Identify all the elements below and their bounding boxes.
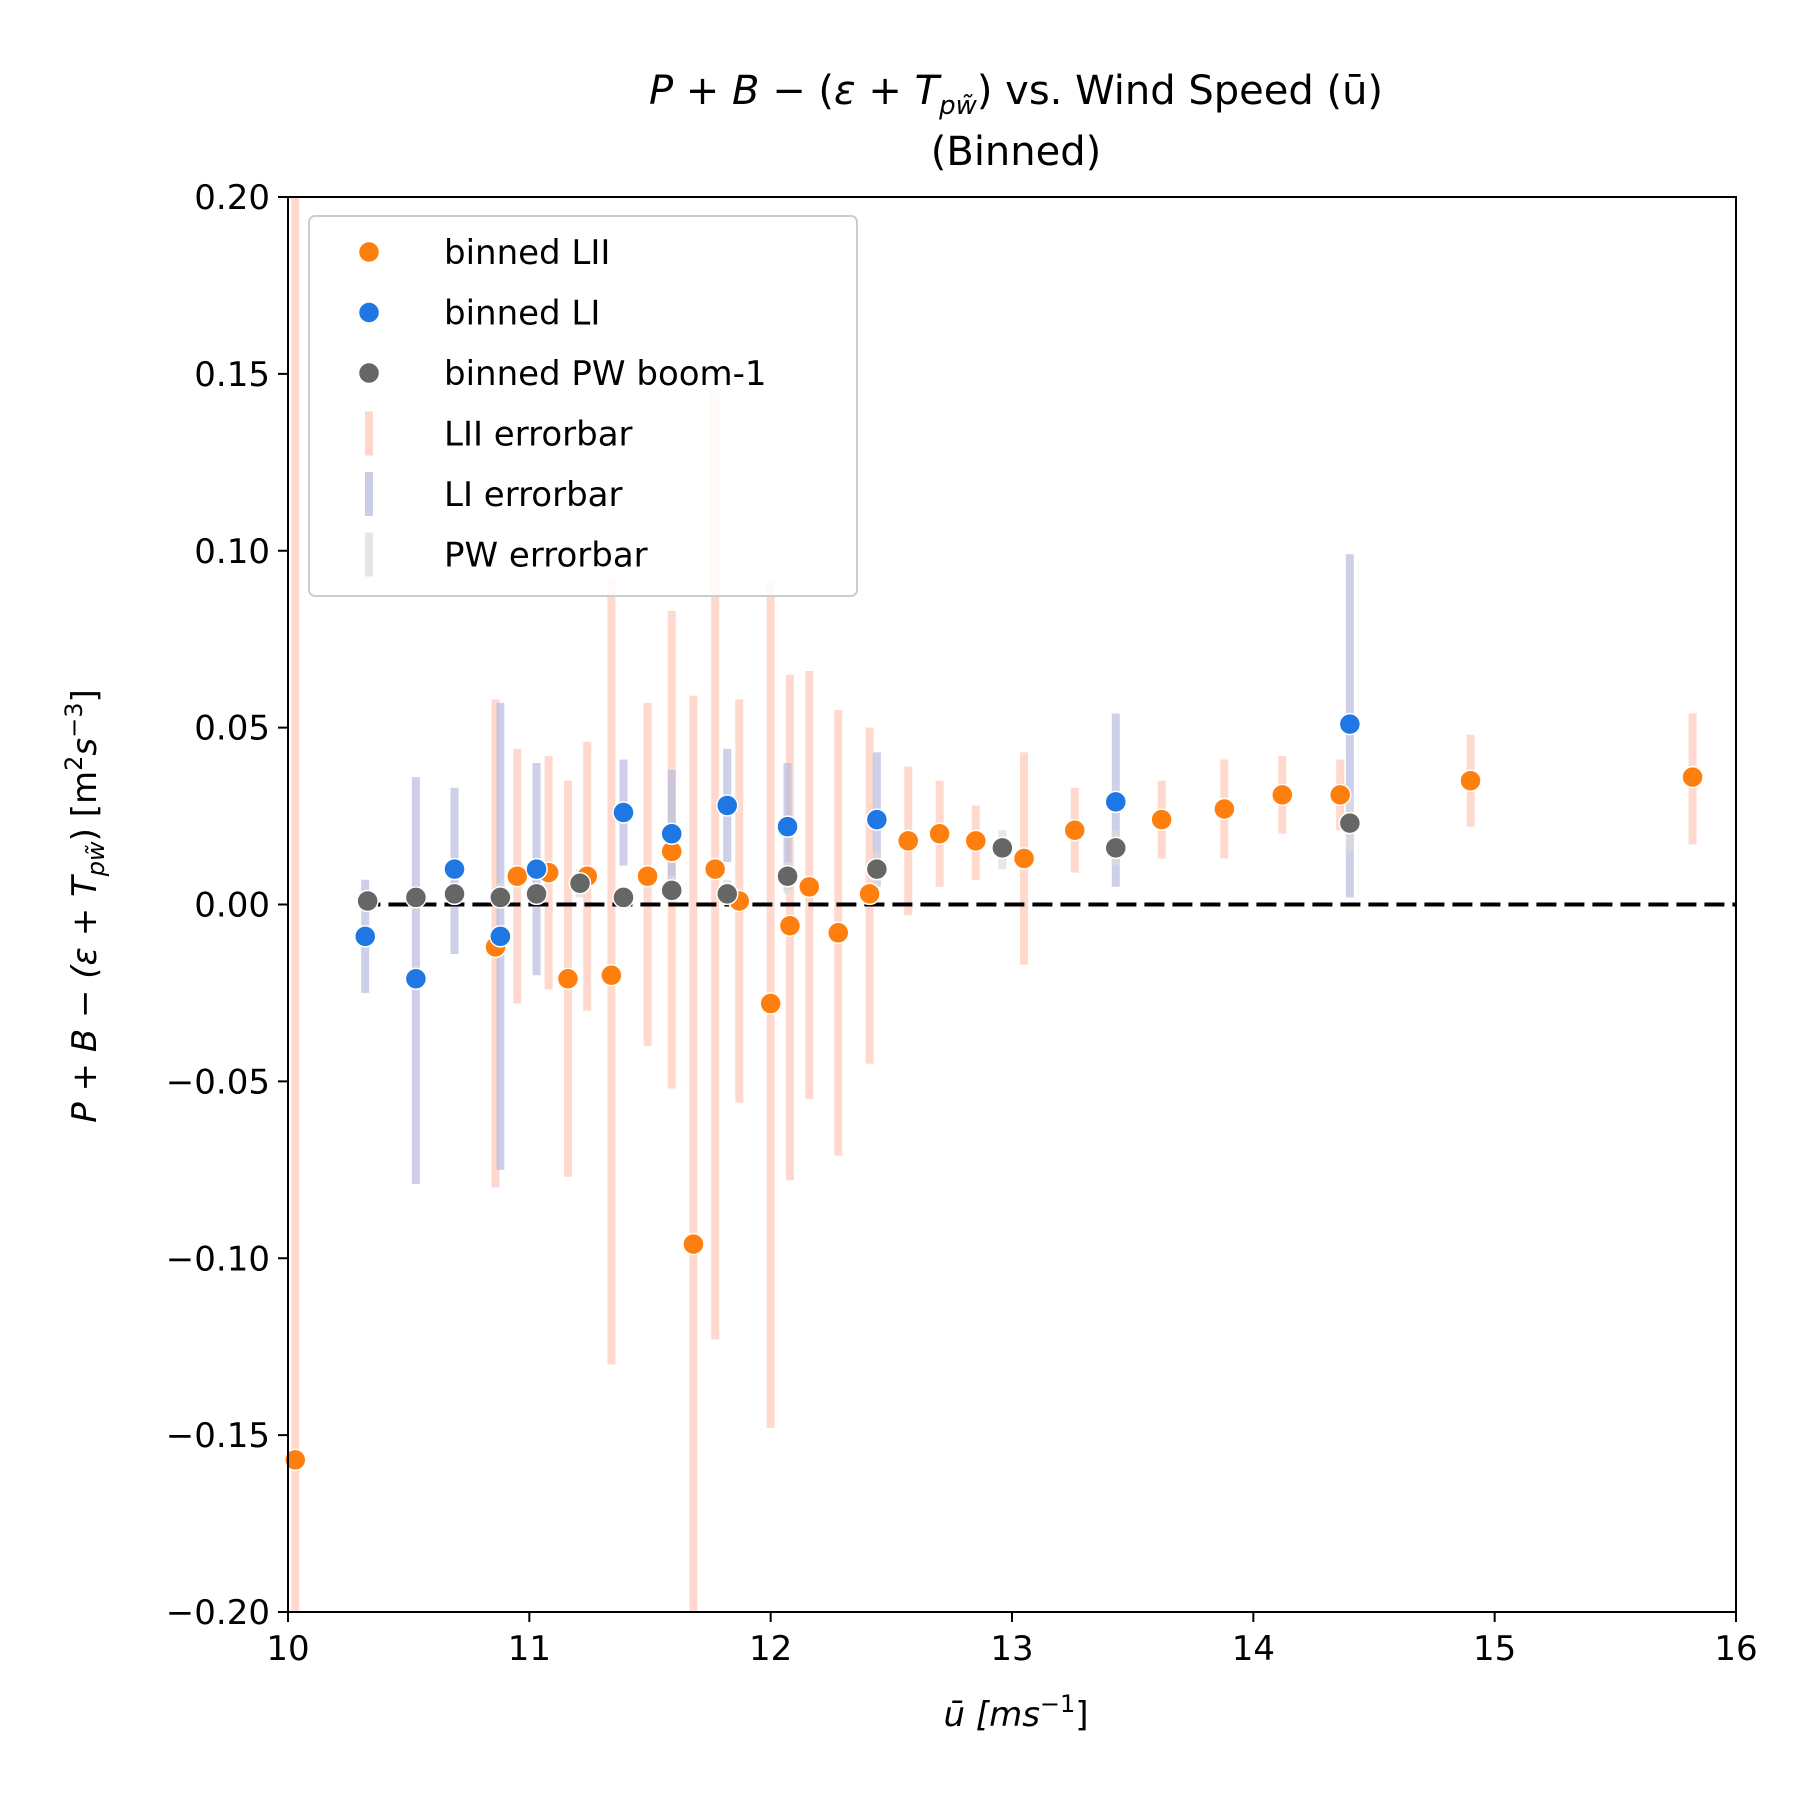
- point-binned-lii-14: [798, 875, 821, 899]
- legend-label: binned PW boom-1: [444, 354, 767, 394]
- point-binned-pw-boom-1-10: [865, 857, 889, 881]
- point-binned-lii-20: [1012, 847, 1036, 870]
- legend-label: LI errorbar: [444, 475, 623, 515]
- point-binned-lii-0: [283, 1448, 307, 1472]
- legend-marker-binned-lii: [357, 240, 381, 264]
- y-tick-label: −0.10: [166, 1239, 270, 1279]
- y-tick-label: −0.20: [166, 1593, 270, 1633]
- legend-label: PW errorbar: [444, 536, 648, 576]
- points-layer: [283, 712, 1704, 1472]
- point-binned-lii-9: [682, 1232, 705, 1256]
- x-axis-title: ū [ms−1]: [943, 1690, 1088, 1735]
- x-tick-label: 14: [1232, 1629, 1275, 1669]
- point-binned-lii-25: [1328, 783, 1352, 807]
- legend-label: LII errorbar: [444, 415, 633, 455]
- point-binned-pw-boom-1-1: [404, 886, 428, 909]
- point-binned-pw-boom-1-6: [612, 886, 635, 909]
- chart-title-line1: P + B − (ε + Tpw̃) vs. Wind Speed (ū): [649, 68, 1383, 121]
- point-binned-lii-4: [556, 967, 580, 991]
- point-binned-pw-boom-1-3: [489, 886, 512, 909]
- x-tick-label: 11: [508, 1629, 551, 1669]
- point-binned-li-11: [1338, 712, 1362, 736]
- y-tick-label: −0.15: [166, 1416, 270, 1456]
- point-binned-lii-15: [826, 921, 850, 945]
- x-tick-label: 10: [266, 1629, 309, 1669]
- x-axis: 10 11 12 13 14 15 16: [266, 1612, 1758, 1669]
- point-binned-pw-boom-1-8: [715, 882, 739, 906]
- y-axis-title: P + B − (ε + Tpw̃) [m2s−3]: [60, 689, 110, 1123]
- point-binned-pw-boom-1-13: [1338, 811, 1362, 835]
- legend-label: binned LII: [444, 233, 610, 273]
- legend-box: [308, 215, 858, 597]
- point-binned-lii-2: [506, 864, 529, 888]
- y-tick-label: −0.05: [166, 1062, 270, 1102]
- point-binned-lii-6: [600, 964, 623, 987]
- legend-label: binned LI: [444, 294, 600, 334]
- point-binned-li-6: [660, 822, 683, 845]
- y-tick-label: 0.10: [194, 532, 270, 572]
- legend: binned LII binned LI binned PW boom-1 LII e…: [308, 215, 858, 597]
- point-binned-li-1: [404, 967, 428, 991]
- y-tick-label: 0.05: [194, 709, 270, 749]
- point-binned-pw-boom-1-7: [660, 879, 683, 902]
- point-binned-li-7: [715, 794, 739, 817]
- point-binned-pw-boom-1-9: [776, 864, 799, 888]
- y-axis: −0.20 −0.15 −0.10 −0.05 0.00 0.05 0.10 0.15 0.20: [166, 178, 288, 1633]
- point-binned-lii-7: [636, 864, 659, 888]
- point-binned-pw-boom-1-0: [356, 889, 379, 913]
- chart-title-line2: (Binned): [931, 129, 1101, 175]
- point-binned-lii-17: [896, 829, 920, 853]
- point-binned-pw-boom-1-5: [568, 872, 592, 895]
- point-binned-li-3: [489, 925, 512, 948]
- point-binned-lii-24: [1271, 783, 1294, 807]
- legend-marker-binned-pw-boom-1: [357, 361, 381, 385]
- x-tick-label: 13: [990, 1629, 1033, 1669]
- x-tick-label: 12: [749, 1629, 792, 1669]
- point-binned-lii-16: [858, 882, 881, 906]
- point-binned-pw-boom-1-4: [525, 882, 548, 906]
- point-binned-li-10: [1104, 790, 1128, 814]
- x-tick-label: 16: [1714, 1629, 1757, 1669]
- y-tick-label: 0.20: [194, 178, 270, 218]
- point-binned-li-0: [353, 925, 377, 948]
- point-binned-lii-13: [778, 914, 802, 937]
- x-tick-label: 15: [1473, 1629, 1516, 1669]
- legend-marker-binned-li: [357, 301, 381, 324]
- point-binned-lii-22: [1150, 808, 1173, 831]
- point-binned-lii-27: [1681, 765, 1704, 789]
- point-binned-li-2: [443, 857, 466, 881]
- point-binned-pw-boom-1-12: [1104, 836, 1128, 860]
- point-binned-li-4: [525, 857, 548, 881]
- point-binned-lii-23: [1213, 797, 1236, 821]
- point-binned-lii-19: [964, 829, 988, 853]
- y-tick-label: 0.15: [194, 355, 270, 395]
- point-binned-lii-26: [1459, 769, 1482, 792]
- point-binned-li-5: [612, 801, 635, 824]
- point-binned-lii-18: [928, 822, 951, 845]
- y-tick-label: 0.00: [194, 886, 270, 926]
- point-binned-pw-boom-1-11: [991, 836, 1014, 860]
- point-binned-li-8: [776, 815, 799, 838]
- point-binned-lii-12: [759, 992, 782, 1015]
- point-binned-lii-10: [703, 857, 727, 881]
- point-binned-pw-boom-1-2: [443, 882, 466, 906]
- point-binned-li-9: [865, 808, 889, 831]
- point-binned-lii-21: [1063, 818, 1086, 842]
